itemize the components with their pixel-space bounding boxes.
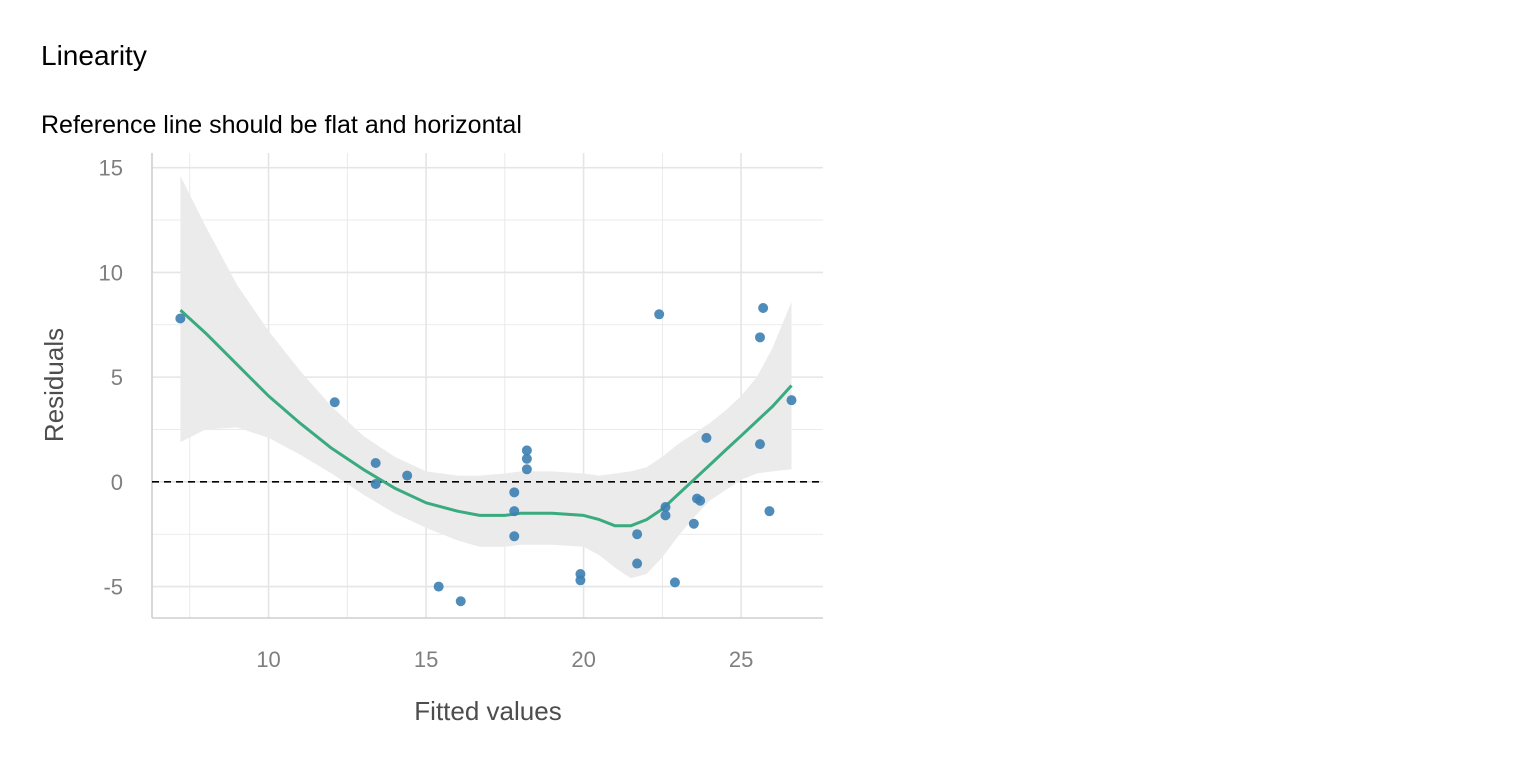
confidence-band <box>180 176 792 579</box>
data-point <box>521 445 532 456</box>
chart-title: Linearity <box>41 40 147 71</box>
data-point <box>329 397 340 408</box>
x-tick-label: 25 <box>729 647 753 672</box>
y-tick-label: -5 <box>103 575 123 600</box>
data-point <box>521 453 532 464</box>
y-tick-label: 5 <box>111 365 123 390</box>
x-tick-labels: 10 15 20 25 <box>256 647 753 672</box>
y-tick-label: 0 <box>111 470 123 495</box>
data-point <box>632 558 643 569</box>
data-point <box>754 439 765 450</box>
data-point <box>786 395 797 406</box>
points-layer <box>175 303 797 607</box>
chart-subtitle: Reference line should be flat and horizo… <box>41 111 522 139</box>
data-point <box>433 581 444 592</box>
data-point <box>575 575 586 586</box>
data-point <box>654 309 665 320</box>
x-tick-label: 10 <box>256 647 280 672</box>
data-point <box>660 501 671 512</box>
smooth-line-layer <box>179 308 793 528</box>
axis-lines <box>151 153 823 619</box>
data-point <box>688 518 699 529</box>
data-point <box>669 577 680 588</box>
confidence-band-layer <box>180 176 792 579</box>
y-tick-label: 10 <box>99 260 123 285</box>
x-tick-label: 15 <box>414 647 438 672</box>
data-point <box>754 332 765 343</box>
y-tick-label: 15 <box>99 156 123 181</box>
x-tick-label: 20 <box>571 647 595 672</box>
data-point <box>370 458 381 468</box>
data-point <box>509 531 520 542</box>
data-point <box>402 470 413 481</box>
y-axis-title: Residuals <box>39 328 69 442</box>
smooth-line <box>179 308 793 528</box>
x-axis-title: Fitted values <box>414 696 561 726</box>
data-point <box>701 432 712 443</box>
data-point <box>370 478 381 489</box>
data-point <box>509 487 520 498</box>
data-point <box>521 464 532 475</box>
data-point <box>175 313 186 324</box>
data-point <box>455 596 466 607</box>
data-point <box>695 495 706 506</box>
y-tick-labels: -5 0 5 10 15 <box>99 156 123 600</box>
data-point <box>632 529 643 540</box>
data-point <box>764 506 775 517</box>
data-point <box>509 506 520 517</box>
data-point <box>758 303 769 313</box>
data-point <box>660 510 671 521</box>
